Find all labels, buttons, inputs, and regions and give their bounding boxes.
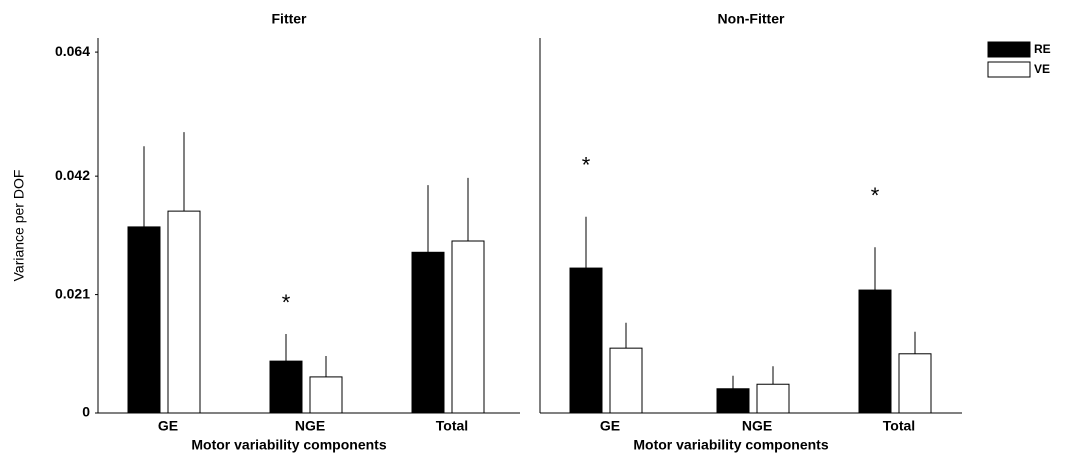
bar: [309, 376, 343, 414]
bar: [411, 251, 445, 414]
y-tick-label: 0.021: [55, 285, 90, 301]
bar: [716, 388, 750, 414]
x-axis-label: Motor variability components: [191, 437, 386, 453]
chart-title: Fitter: [272, 11, 308, 27]
x-tick-label: GE: [600, 418, 620, 434]
x-tick-label: NGE: [742, 418, 772, 434]
chart-title: Non-Fitter: [718, 11, 785, 27]
bar: [898, 353, 932, 414]
significance-marker: *: [871, 183, 880, 208]
bar: [756, 383, 790, 414]
y-axis-label: Variance per DOF: [11, 170, 27, 282]
y-tick-label: 0.064: [55, 43, 90, 59]
legend-label: VE: [1034, 62, 1050, 76]
bar: [609, 347, 643, 414]
bar: [269, 360, 303, 414]
x-tick-label: Total: [883, 418, 915, 434]
significance-marker: *: [582, 153, 591, 178]
legend-swatch: [987, 41, 1031, 58]
legend-label: RE: [1034, 42, 1051, 56]
x-axis-label: Motor variability components: [633, 437, 828, 453]
legend-swatch: [987, 61, 1031, 78]
x-tick-label: GE: [158, 418, 178, 434]
x-tick-label: NGE: [295, 418, 325, 434]
significance-marker: *: [282, 290, 291, 315]
bar: [858, 289, 892, 414]
y-tick-label: 0.042: [55, 167, 90, 183]
bar: [127, 226, 161, 414]
bar: [569, 267, 603, 414]
x-tick-label: Total: [436, 418, 468, 434]
bar: [451, 240, 485, 414]
bar: [167, 210, 201, 414]
y-tick-label: 0: [82, 404, 90, 420]
